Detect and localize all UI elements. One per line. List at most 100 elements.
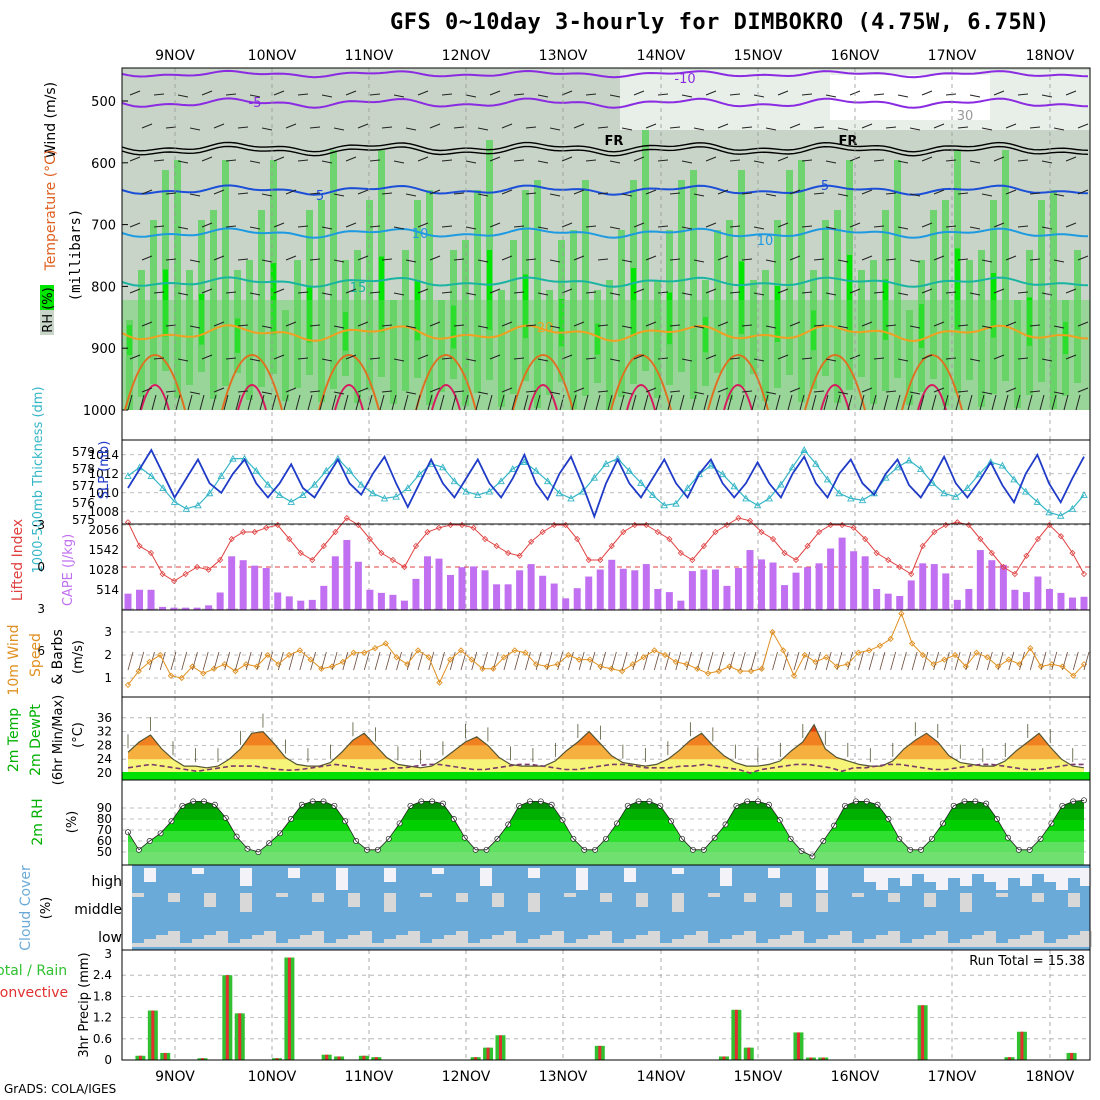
wind-barb xyxy=(297,291,309,294)
surface-wind-barb xyxy=(583,394,589,411)
wind-10m-barb xyxy=(750,651,757,671)
surface-wind-barb xyxy=(475,394,481,411)
wind-speed-point xyxy=(1070,672,1077,679)
thickness-point xyxy=(357,480,365,488)
li-point xyxy=(182,570,189,578)
li-point xyxy=(401,563,408,571)
cloud-high-gap xyxy=(1032,868,1044,874)
cloud-middle-gap xyxy=(276,893,288,897)
cloud-low-gap xyxy=(744,931,756,947)
wind-10m-barb xyxy=(610,651,617,671)
wind-barb xyxy=(957,258,969,261)
pressure-tick-label: 600 xyxy=(91,157,116,172)
cloud-middle-gap xyxy=(132,893,144,897)
contour-label: -10 xyxy=(674,72,695,87)
surface-wind-barb xyxy=(835,394,841,411)
surface-strip xyxy=(122,410,1090,440)
wind-barb xyxy=(717,321,729,327)
cape-bar xyxy=(343,539,351,610)
rh-humid-column xyxy=(246,260,253,400)
wind-barb xyxy=(1065,90,1077,96)
cloud-low-gap xyxy=(216,931,228,947)
thickness-point xyxy=(299,491,307,498)
run-total-label: Run Total = 15.38 xyxy=(969,954,1085,969)
precip-convective-bar xyxy=(796,1032,800,1060)
wind-barb xyxy=(141,123,153,129)
thickness-point xyxy=(707,461,715,469)
cloud-low-gap xyxy=(228,943,240,947)
cloud-low-gap xyxy=(984,931,996,947)
wind-10m-barb xyxy=(782,651,789,671)
rh-saturated-column xyxy=(883,279,888,340)
cape-bar xyxy=(366,589,374,610)
wind-barb xyxy=(945,291,957,294)
precip-convective-bar xyxy=(238,1013,242,1060)
wind-barb xyxy=(549,325,561,329)
wind-barb xyxy=(657,291,669,294)
wind-barb xyxy=(489,288,501,294)
cloud-low-gap xyxy=(888,931,900,947)
wind-barb xyxy=(333,259,345,263)
precip-convective-bar xyxy=(498,1035,502,1060)
contour-25-arch xyxy=(318,354,380,411)
wind-speed-point xyxy=(178,674,185,682)
rh-humid-column xyxy=(318,200,325,402)
wind-barb xyxy=(609,358,621,362)
cloud-high-gap xyxy=(144,868,156,882)
wind-barb xyxy=(357,321,369,327)
date-label-bottom: 14NOV xyxy=(637,1069,686,1085)
contour-30-arch xyxy=(820,384,850,411)
cloud-low-gap xyxy=(456,931,468,947)
cloud-middle-gap xyxy=(240,893,252,912)
wind-barb xyxy=(273,354,285,360)
date-label-bottom: 18NOV xyxy=(1026,1069,1075,1085)
wind-10m-barb xyxy=(686,651,692,671)
cape-bar xyxy=(769,562,777,610)
wind-10m-barb xyxy=(138,651,145,671)
cape-bar xyxy=(136,589,144,610)
thickness-point xyxy=(812,459,820,467)
cloud-low-gap xyxy=(432,939,444,947)
thickness-point xyxy=(310,480,319,488)
li-point xyxy=(1011,570,1018,578)
wind-barb xyxy=(225,357,237,360)
thickness-point xyxy=(963,484,972,492)
wind-barb xyxy=(981,325,993,329)
wind-barb xyxy=(765,391,777,395)
wind-speed-point xyxy=(1048,661,1055,668)
wind-barb xyxy=(969,160,981,164)
wind-barb xyxy=(849,222,861,228)
cloud-low-gap xyxy=(528,939,540,947)
slp-line xyxy=(127,448,1085,520)
wind-barb xyxy=(621,259,633,263)
wind-barb xyxy=(645,387,657,393)
cloud-middle-gap xyxy=(312,893,324,902)
precip-tick-label: 2.4 xyxy=(93,968,112,982)
li-point xyxy=(562,521,569,529)
precip-convective-bar xyxy=(163,1052,167,1060)
cape-bar xyxy=(792,572,800,610)
cape-bar xyxy=(182,607,190,610)
cloud-low-gap xyxy=(240,939,252,947)
cloud-high-gap xyxy=(1068,868,1080,878)
cloud-middle-gap xyxy=(816,893,828,912)
wind-speed-point xyxy=(823,654,830,661)
li-tick-label: 0 xyxy=(37,560,45,574)
rh-humid-column xyxy=(786,170,793,375)
wind-barb xyxy=(369,291,381,294)
wind-barb xyxy=(477,259,489,263)
slp-tick-label: 1010 xyxy=(88,486,119,500)
wind-barb xyxy=(717,255,729,261)
cloud-low-gap xyxy=(900,943,912,947)
wind-barb xyxy=(621,325,633,329)
wind-10m-barb xyxy=(879,651,886,671)
cloud-high-gap xyxy=(1080,868,1092,886)
wind-barb xyxy=(261,259,273,263)
cape-tick-label: 514 xyxy=(96,583,119,597)
cape-bar xyxy=(228,556,236,610)
wind-barb xyxy=(669,324,681,327)
wind-barb xyxy=(225,291,237,294)
rh-humid-column xyxy=(1014,300,1021,408)
cape-bar xyxy=(665,592,673,610)
wind-barb xyxy=(861,123,873,129)
